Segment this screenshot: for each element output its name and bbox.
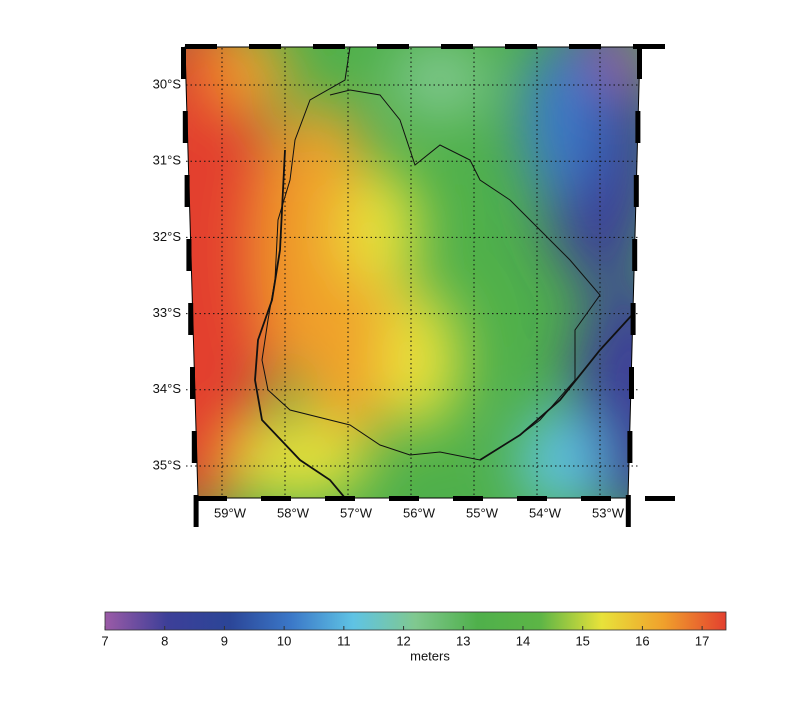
lon-label: 58°W [277, 505, 310, 520]
frame-tick [325, 496, 355, 501]
lat-label: 35°S [153, 457, 182, 472]
lon-label: 54°W [529, 505, 562, 520]
frame-tick [633, 44, 665, 49]
frame-tick [197, 496, 227, 501]
frame-tick [625, 495, 631, 527]
colorbar-tick-label: 11 [337, 633, 351, 648]
colorbar-tick-label: 14 [516, 633, 530, 648]
lat-label: 31°S [153, 153, 182, 168]
lat-label: 32°S [153, 229, 182, 244]
frame-tick [389, 496, 419, 501]
lon-label: 57°W [340, 505, 373, 520]
frame-tick [377, 44, 409, 49]
lon-label: 55°W [466, 505, 499, 520]
lon-label: 59°W [214, 505, 247, 520]
lon-label: 53°W [592, 505, 625, 520]
colorbar-tick-label: 8 [161, 633, 168, 648]
frame-tick [190, 367, 195, 399]
frame-tick [505, 44, 537, 49]
frame-tick [182, 111, 188, 143]
colorbar-tick-label: 9 [221, 633, 228, 648]
colorbar [104, 611, 727, 631]
frame-tick [645, 496, 675, 501]
frame-tick [188, 303, 194, 335]
frame-tick [569, 44, 601, 49]
lat-label: 34°S [153, 381, 182, 396]
lon-label: 56°W [403, 505, 436, 520]
frame-tick [633, 175, 639, 207]
frame-tick [441, 44, 473, 49]
frame-tick [627, 431, 633, 463]
frame-tick [181, 47, 186, 79]
frame-tick [630, 303, 636, 335]
height-field [185, 47, 640, 498]
frame-tick [517, 496, 547, 501]
frame-tick [635, 111, 641, 143]
lat-label: 33°S [153, 305, 182, 320]
colorbar-tick-label: 7 [101, 633, 108, 648]
frame-tick [191, 431, 197, 463]
colorbar-tick-label: 16 [635, 633, 649, 648]
frame-tick [193, 495, 199, 527]
frame-tick [249, 44, 281, 49]
colorbar-tick-label: 17 [695, 633, 709, 648]
colorbar-tick-label: 12 [396, 633, 410, 648]
frame-tick [637, 47, 642, 79]
frame-tick [629, 367, 634, 399]
coastline [254, 46, 633, 499]
frame-tick [313, 44, 345, 49]
frame-tick [453, 496, 483, 501]
colorbar-tick-label: 15 [575, 633, 589, 648]
frame-tick [185, 44, 217, 49]
colorbar-tick-label: 10 [277, 633, 291, 648]
frame-tick [186, 239, 192, 271]
frame-tick [581, 496, 611, 501]
colorbar-tick-label: 13 [456, 633, 470, 648]
colorbar-label: meters [410, 648, 450, 663]
frame-tick [184, 175, 190, 207]
lat-label: 30°S [153, 76, 182, 91]
frame-tick [261, 496, 291, 501]
frame-tick [632, 239, 638, 271]
